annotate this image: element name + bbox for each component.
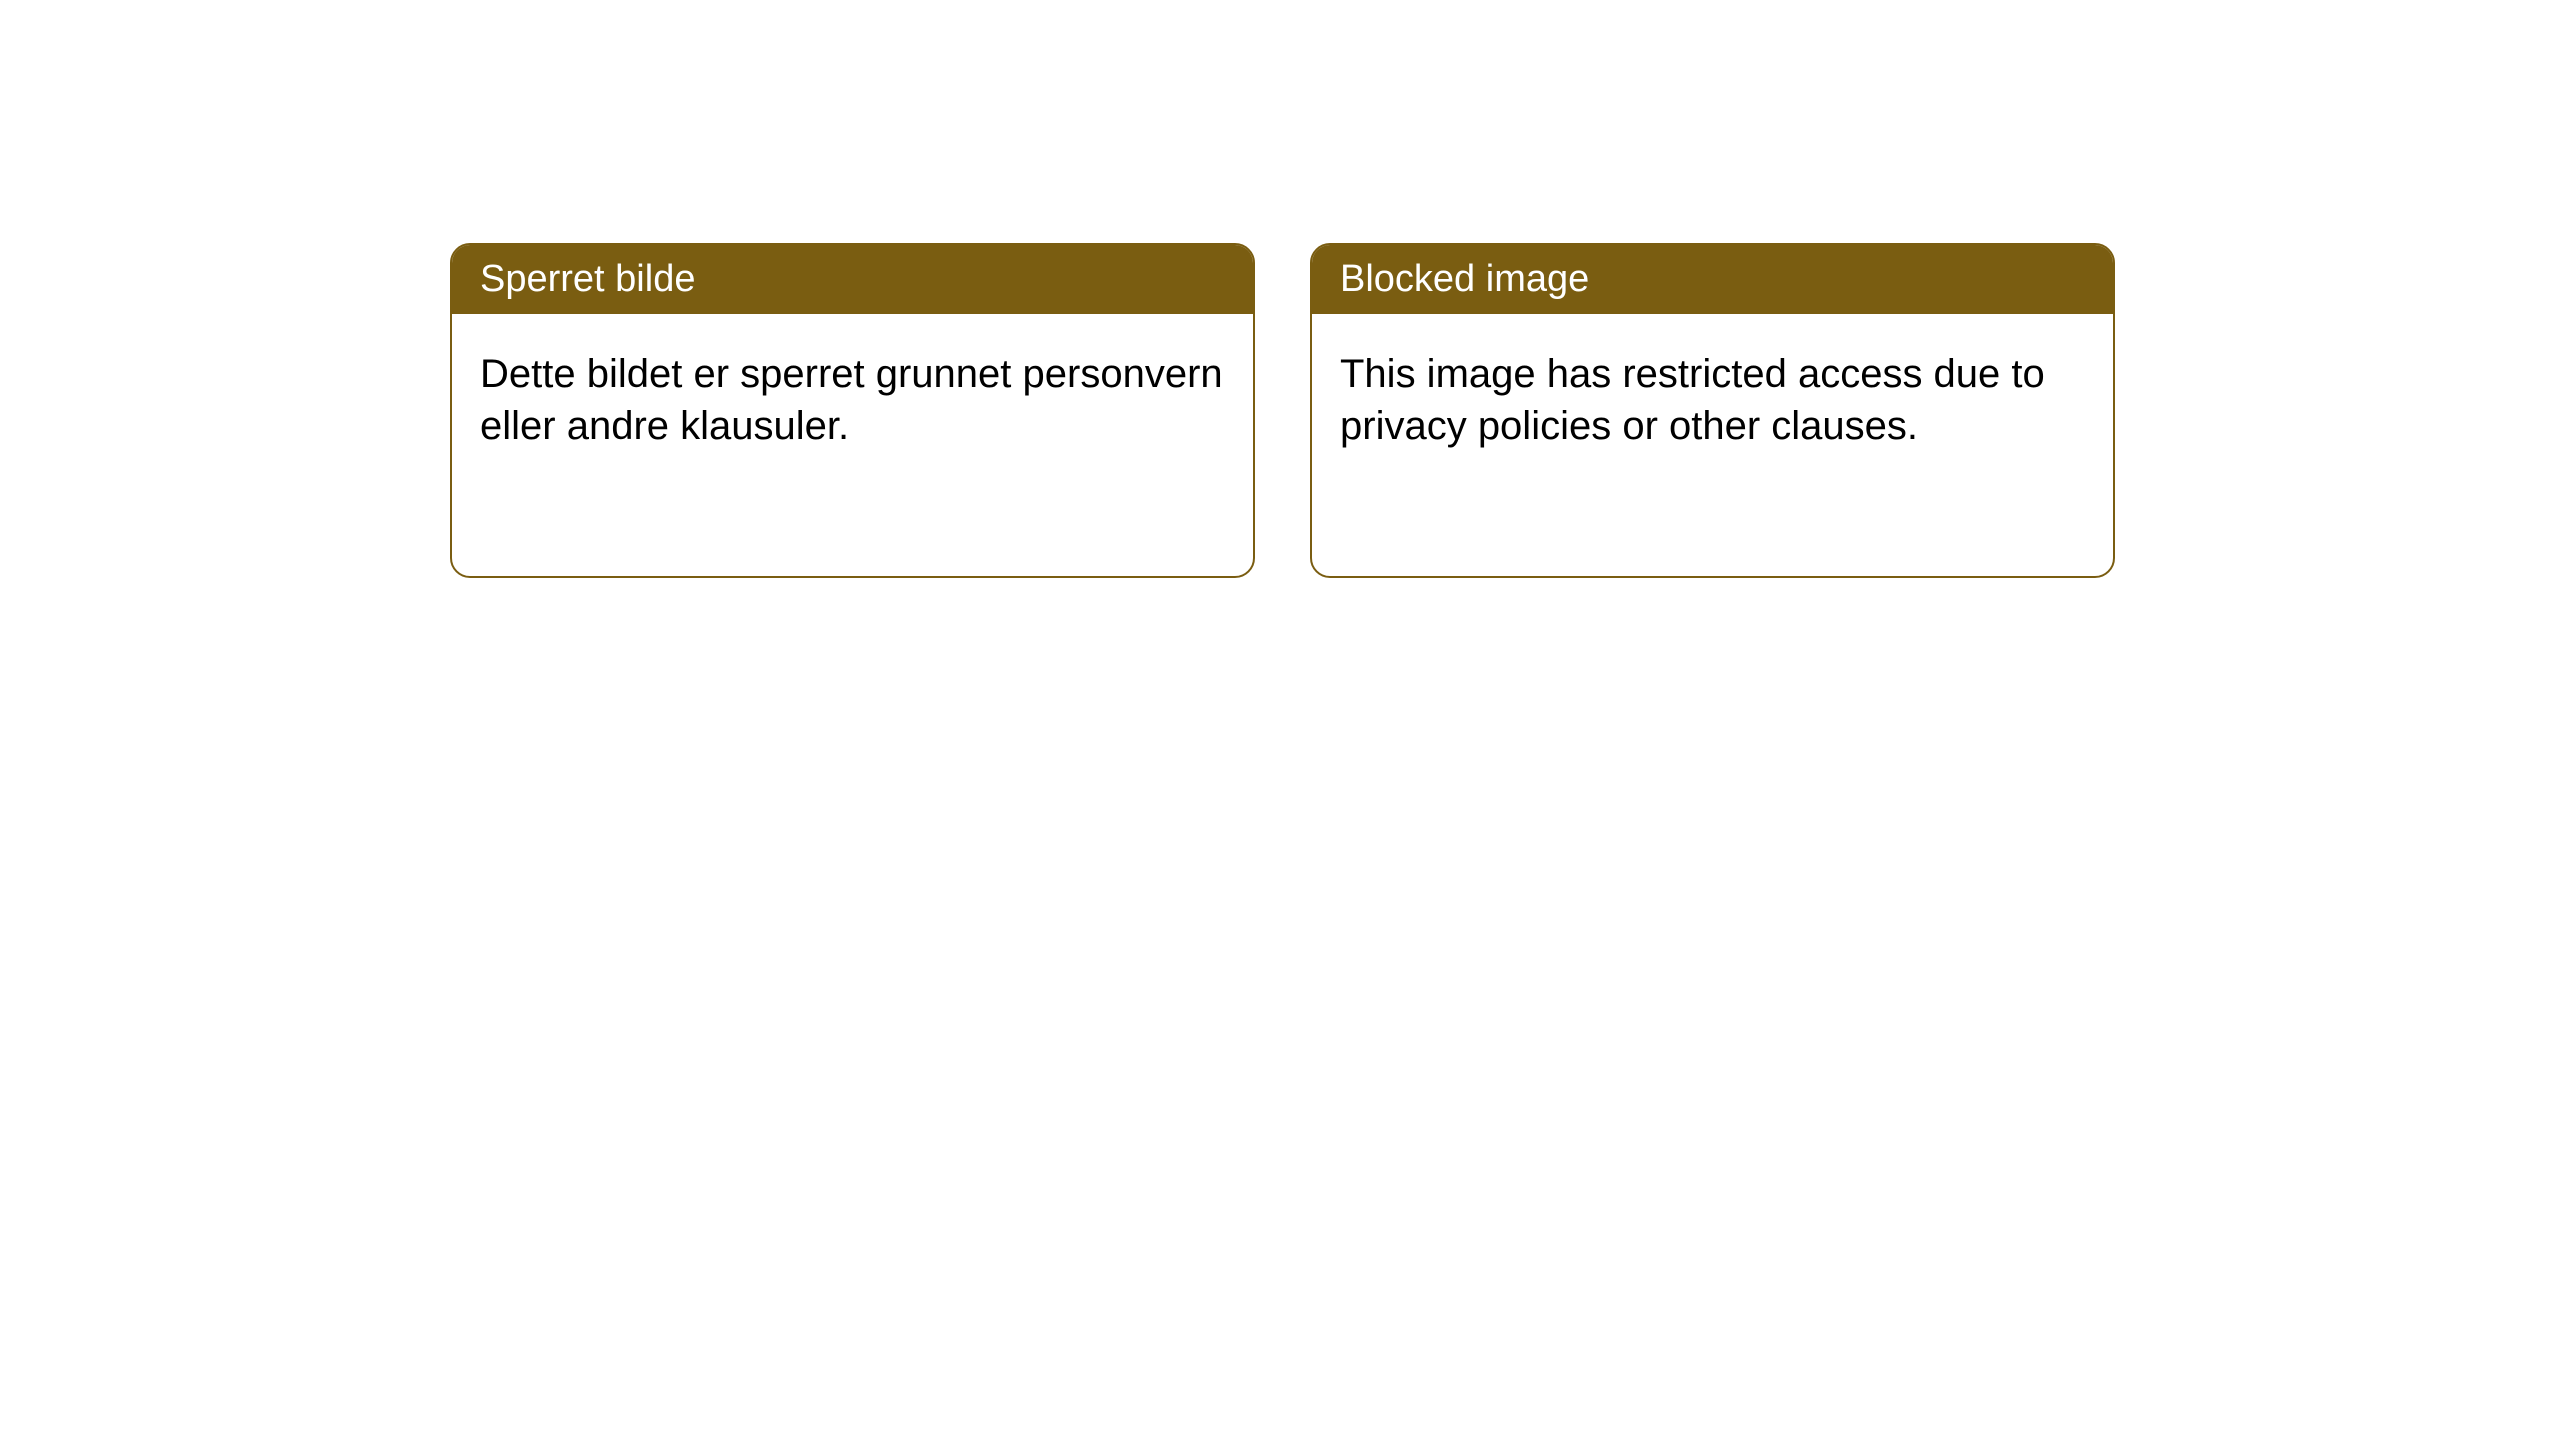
notice-title-english: Blocked image bbox=[1312, 245, 2113, 314]
notice-body-norwegian: Dette bildet er sperret grunnet personve… bbox=[452, 314, 1253, 486]
notice-container: Sperret bilde Dette bildet er sperret gr… bbox=[450, 243, 2560, 578]
notice-card-norwegian: Sperret bilde Dette bildet er sperret gr… bbox=[450, 243, 1255, 578]
notice-card-english: Blocked image This image has restricted … bbox=[1310, 243, 2115, 578]
notice-title-norwegian: Sperret bilde bbox=[452, 245, 1253, 314]
notice-body-english: This image has restricted access due to … bbox=[1312, 314, 2113, 486]
